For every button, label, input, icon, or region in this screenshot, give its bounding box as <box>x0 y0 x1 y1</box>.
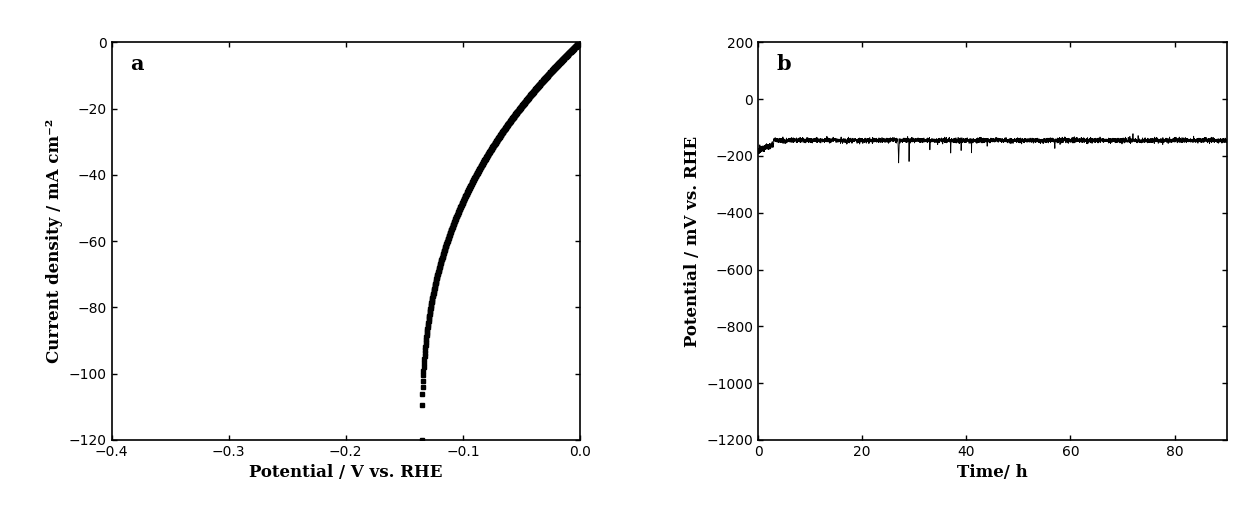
Y-axis label: Potential / mV vs. RHE: Potential / mV vs. RHE <box>684 136 701 347</box>
Y-axis label: Current density / mA cm⁻²: Current density / mA cm⁻² <box>46 119 63 363</box>
Text: a: a <box>130 54 144 74</box>
X-axis label: Potential / V vs. RHE: Potential / V vs. RHE <box>249 464 442 481</box>
X-axis label: Time/ h: Time/ h <box>957 464 1027 481</box>
Text: b: b <box>777 54 792 74</box>
